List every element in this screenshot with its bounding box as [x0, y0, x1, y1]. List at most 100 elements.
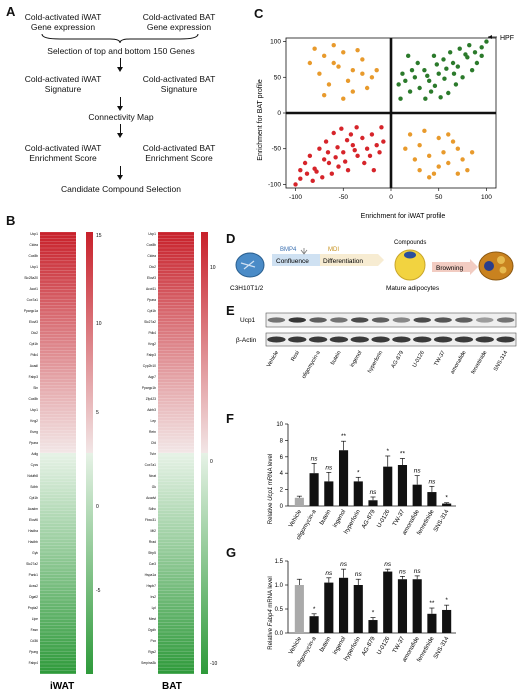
flow-bat-signature: Cold-activated BAT Signature	[142, 74, 216, 94]
flow-iwat-expression: Cold-activated iWAT Gene expression	[24, 12, 102, 32]
blot-lane-label: AG-879	[390, 350, 405, 369]
scatter-point	[436, 164, 441, 169]
scale-iwat-tick-15: 15	[96, 233, 102, 239]
differentiation-diagram: C3H10T1/2 BMP4 MDI Confluence Differenti…	[230, 240, 514, 292]
blot-lane-label: U-0126	[412, 350, 426, 369]
blot-lane-label: fenretinide	[470, 350, 488, 375]
bar-y-tick-label: 0.0	[275, 631, 284, 637]
heatmap-bat-gene-name: Ppargc1b	[142, 386, 156, 390]
scatter-point	[344, 137, 350, 143]
scatter-point	[355, 153, 360, 159]
scatter-points	[293, 39, 489, 187]
bar-y-tick-label: 1.5	[275, 559, 284, 565]
blot-lane-label: Rosi	[290, 350, 301, 363]
scatter-point	[434, 62, 440, 67]
bar	[397, 579, 408, 633]
scatter-point	[455, 64, 461, 69]
scatter-point	[451, 71, 457, 76]
scale-iwat-tick-5: 5	[96, 410, 99, 416]
scatter-point	[339, 126, 344, 131]
blot-lane-label: ingenol	[349, 350, 363, 368]
heatmap-bat-gene-name: Zfp423	[146, 397, 156, 401]
scatter-point	[426, 175, 432, 180]
nucleus-icon	[404, 251, 416, 259]
blot-lane-label: Vehicle	[266, 350, 280, 368]
bar-y-tick-label: 1.0	[275, 583, 284, 589]
heatmap-bat-gene-list: Ucp1 Cox8b Cidea Dio2 Elovl3 Acot11 Ppara Cpt1b…	[141, 232, 157, 665]
browning-box	[432, 262, 470, 272]
blot-actin-band	[267, 336, 286, 343]
bar	[442, 503, 452, 506]
bar	[324, 481, 334, 506]
scatter-point	[417, 142, 422, 148]
bar	[294, 585, 304, 633]
bar	[427, 492, 437, 506]
scatter-point	[381, 139, 386, 144]
heatmap-bat-gene-name: Nnat	[149, 474, 156, 478]
blot-actin-band	[350, 336, 369, 343]
bar	[368, 620, 378, 633]
mature-adipocytes-label: Mature adipocytes	[386, 285, 440, 292]
blot-lane-label: TW-37	[433, 350, 446, 367]
scatter-point	[374, 142, 379, 148]
flow-arrow-3	[117, 124, 123, 138]
scatter-point	[298, 176, 303, 181]
heatmap-iwat-colorbar	[86, 232, 93, 674]
heatmap-bat-gene-name: Fabp3	[147, 353, 157, 357]
panel-label-c: C	[254, 6, 264, 21]
scatter-x-tick-label: -100	[289, 194, 302, 201]
bar-significance-label: ns	[325, 570, 333, 577]
panel-label-b: B	[6, 213, 16, 228]
heatmap-bat-gene-name: Cfd	[151, 441, 156, 445]
bar-significance-label: **	[400, 450, 406, 457]
heatmap-iwat-gene-list: Ucp1 Cidea Cox8b Ucp1 Slc25a20 Acot1 Cox7a1 Ppa…	[24, 232, 38, 665]
flow-bat-enrichment: Cold-activated BAT Enrichment Score	[142, 143, 216, 163]
panel-label-e: E	[226, 303, 235, 318]
bar	[368, 500, 378, 506]
scatter-y-tick-label: 50	[274, 74, 282, 81]
scatter-point	[331, 130, 336, 136]
bar-category-label: TW-37	[392, 635, 406, 654]
scatter-point	[479, 53, 484, 59]
heatmap-iwat-gene-name: Sln	[33, 386, 38, 390]
heatmap-bat-gene-name: Hspa1a	[145, 573, 157, 577]
heatmap-bat-gene-name: Fbxo31	[145, 518, 156, 522]
scatter-point	[426, 78, 432, 84]
scatter-point	[364, 85, 370, 91]
lipid-droplet-icon	[497, 256, 505, 264]
heatmap-iwat-gene-name: Dio2	[31, 331, 38, 335]
stem-cell-detail	[240, 260, 256, 270]
heatmap-iwat-gene-name: Acadm	[28, 507, 39, 511]
bar	[383, 571, 393, 633]
heatmap-bat-gene-name: Irs2	[151, 595, 157, 599]
heatmap-bat-gene-name: Acadvl	[146, 496, 156, 500]
heatmap-iwat-gene-name: Gyk	[32, 551, 38, 555]
scatter-point	[362, 160, 367, 166]
lipid-droplet-icon	[499, 266, 507, 274]
blot-lane-label: amonafide	[450, 350, 468, 375]
bmp4-label: BMP4	[280, 247, 297, 253]
blot-ucp1-membrane	[265, 312, 517, 328]
heatmap-bat-gene-name: Rrad	[149, 540, 156, 544]
blot-ucp1-band	[476, 317, 494, 323]
scatter-point	[472, 50, 478, 55]
scatter-point	[431, 53, 437, 59]
scatter-point	[307, 60, 313, 66]
bar	[309, 473, 319, 506]
blot-ucp1-band	[288, 317, 306, 323]
bar-significance-label: ns	[325, 464, 333, 471]
scatter-point	[479, 45, 484, 50]
scatter-axes: -100 -50 0 50 100 100 50 0 -50 -100	[268, 37, 497, 201]
heatmap-iwat-gene-name: Cycs	[31, 463, 39, 467]
heatmap-bat-gene-name: Slc27a2	[144, 320, 156, 324]
heatmap-iwat-gene-name: Ndufb8	[27, 474, 38, 478]
scale-iwat-tick-10: 10	[96, 321, 102, 327]
blot-ucp1-band	[455, 317, 473, 323]
blot-actin-band	[329, 336, 349, 343]
heatmap-bat-gene-name: Cox8b	[146, 243, 156, 247]
heatmap-bat-label: BAT	[162, 681, 182, 692]
blot-actin-band	[413, 336, 432, 343]
bar	[309, 616, 319, 633]
scatter-point	[348, 132, 354, 137]
scatter-point	[342, 159, 348, 164]
